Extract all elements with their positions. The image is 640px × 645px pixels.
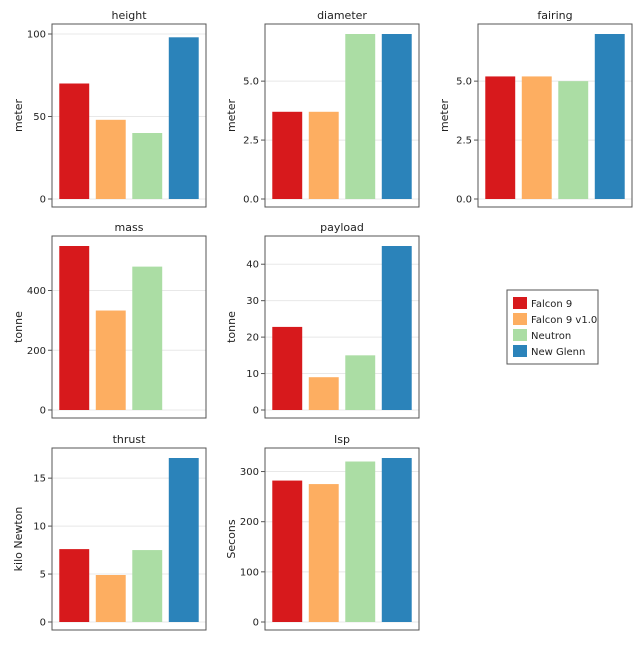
y-tick-label: 100 [27,30,46,41]
bar-Isp-3 [345,461,376,622]
legend-entry: Neutron [531,331,571,342]
bar-diameter-1 [272,111,303,199]
bar-payload-2 [308,377,339,410]
y-axis-label: meter [12,98,25,132]
y-tick-label: 10 [246,369,259,380]
legend-swatch [513,345,527,357]
y-tick-label: 400 [27,286,46,297]
y-tick-label: 0.0 [243,195,259,206]
y-tick-label: 15 [33,474,46,485]
chart-title: mass [115,221,144,234]
y-axis-label: tonne [12,311,25,343]
bar-payload-1 [272,326,303,410]
subplot-thrust: 0 5 10 15 thrust kilo Newton [12,433,207,631]
bar-thrust-3 [132,550,163,622]
chart-title: Isp [334,433,350,446]
y-axis-label: tonne [225,311,238,343]
bar-Isp-4 [381,458,412,622]
y-tick-label: 30 [246,296,259,307]
plot-frame [477,23,633,208]
bar-thrust-1 [59,549,90,622]
bar-thrust-2 [95,575,126,622]
bar-Isp-1 [272,480,303,622]
chart-title: height [111,9,147,22]
subplot-fairing: 0.0 2.5 5.0 fairing meter [438,9,633,208]
subplot-payload: 0 10 20 30 40 payload tonne [225,221,420,419]
legend-swatch [513,329,527,341]
plot-frame [51,235,207,419]
plot-frame [264,23,420,208]
y-axis-label: Secons [225,519,238,558]
y-tick-label: 2.5 [456,136,472,147]
legend-entry: Falcon 9 [531,299,572,310]
y-tick-label: 20 [246,333,259,344]
y-tick-label: 0 [40,406,46,417]
bar-height-2 [95,119,126,199]
subplot-mass: 0 200 400 mass tonne [12,221,207,419]
plot-frame [264,447,420,631]
y-tick-label: 5.0 [456,77,472,88]
y-tick-label: 0 [253,406,259,417]
legend-entry: Falcon 9 v1.0 [531,315,597,326]
legend-swatch [513,297,527,309]
y-tick-label: 0 [253,618,259,629]
plot-frame [51,447,207,631]
y-tick-label: 50 [33,112,46,123]
legend-entry: New Glenn [531,347,585,358]
bar-Isp-2 [308,484,339,622]
bar-mass-3 [132,266,163,410]
bar-payload-4 [381,246,412,410]
chart-title: payload [320,221,364,234]
bar-diameter-4 [381,34,412,199]
chart-title: diameter [317,9,367,22]
y-axis-label: kilo Newton [12,507,25,572]
subplot-Isp: 0 100 200 300 Isp Secons [225,433,420,631]
y-tick-label: 2.5 [243,136,259,147]
y-tick-label: 200 [27,346,46,357]
bar-height-3 [132,133,163,199]
y-tick-label: 10 [33,522,46,533]
y-tick-label: 5 [40,570,46,581]
plot-frame [264,235,420,419]
bar-height-1 [59,83,90,199]
y-tick-label: 100 [240,567,259,578]
bar-mass-2 [95,310,126,410]
bar-fairing-4 [594,34,625,199]
bar-fairing-3 [558,81,589,199]
y-axis-label: meter [225,98,238,132]
y-tick-label: 40 [246,260,259,271]
subplot-height: 0 50 100 height meter [12,9,207,208]
bar-payload-3 [345,355,376,410]
y-tick-label: 0 [40,195,46,206]
chart-title: fairing [537,9,572,22]
y-tick-label: 200 [240,517,259,528]
subplot-diameter: 0.0 2.5 5.0 diameter meter [225,9,420,208]
bar-height-4 [168,37,199,199]
y-tick-label: 5.0 [243,77,259,88]
y-tick-label: 0.0 [456,195,472,206]
plot-frame [51,23,207,208]
bar-thrust-4 [168,458,199,622]
y-tick-label: 300 [240,467,259,478]
y-axis-label: meter [438,98,451,132]
bar-diameter-2 [308,111,339,199]
bar-fairing-2 [521,76,552,199]
legend-swatch [513,313,527,325]
chart-title: thrust [113,433,147,446]
bar-mass-1 [59,246,90,410]
bar-diameter-3 [345,34,376,199]
y-tick-label: 0 [40,618,46,629]
bar-fairing-1 [485,76,516,199]
legend: Falcon 9 Falcon 9 v1.0 Neutron New Glenn [506,289,599,365]
